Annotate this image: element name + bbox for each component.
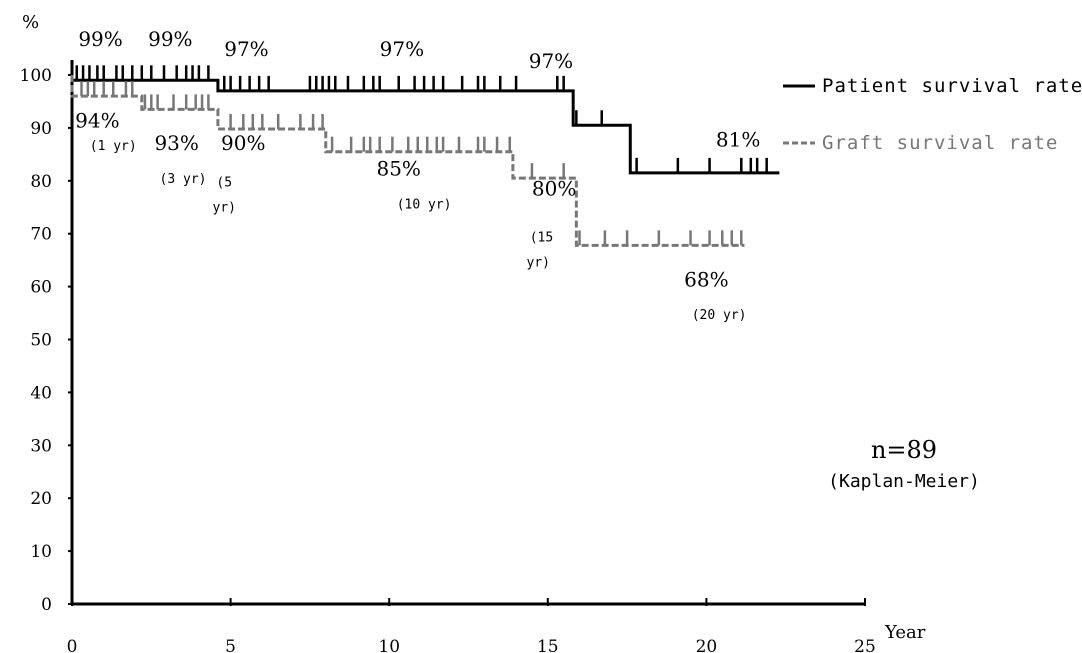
- x-tick-label: 5: [225, 637, 236, 653]
- legend-graft-label: Graft survival rate: [822, 132, 1058, 154]
- annotation-label: yr): [527, 255, 550, 270]
- x-tick-label: 10: [378, 637, 400, 653]
- annotation-label: (1 yr): [90, 139, 137, 154]
- annotation-label: 93%: [154, 131, 198, 155]
- annotation-label: 97%: [529, 49, 573, 73]
- annotation-label: 99%: [78, 27, 122, 51]
- n-label: n=89: [871, 436, 937, 464]
- annotation-label: 80%: [532, 177, 576, 201]
- x-tick-label: 15: [537, 637, 559, 653]
- y-tick-label: 60: [30, 278, 52, 298]
- y-tick-label: 20: [30, 489, 52, 509]
- y-unit-label: %: [22, 12, 39, 33]
- annotation-label: (5: [216, 176, 232, 191]
- annotation-label: (10 yr): [397, 197, 452, 212]
- axes: [70, 60, 865, 606]
- x-axis-label: Year: [884, 622, 926, 643]
- y-tick-labels: 0 10 20 30 40 50 60 70 80 90 100: [20, 66, 72, 615]
- x-tick-label: 25: [854, 637, 876, 653]
- annotation-label: 68%: [684, 268, 728, 292]
- method-label: (Kaplan-Meier): [828, 471, 980, 492]
- series-graft: [70, 75, 745, 247]
- legend: Patient survival rate Graft survival rat…: [783, 75, 1082, 154]
- y-tick-label: 70: [30, 225, 52, 245]
- annotation-label: (3 yr): [160, 172, 207, 187]
- annotation-label: 97%: [224, 37, 268, 61]
- annotation-label: 90%: [221, 131, 265, 155]
- y-tick-label: 80: [30, 172, 52, 192]
- annotation-label: 94%: [75, 108, 119, 132]
- series-line: [70, 75, 780, 175]
- annotation-label: 81%: [716, 127, 760, 151]
- x-tick-label: 0: [67, 637, 78, 653]
- annotation-label: 99%: [148, 27, 192, 51]
- y-tick-label: 100: [20, 66, 52, 86]
- legend-patient-label: Patient survival rate: [822, 75, 1082, 97]
- annotations: 99% 99% 97% 97% 97% 81% 94% (1 yr) 93% (3 yr) 90% (…: [75, 27, 760, 323]
- series-line: [70, 75, 745, 247]
- y-tick-label: 90: [30, 119, 52, 139]
- x-tick-labels: 0 5 10 15 20 25: [67, 598, 876, 653]
- x-tick-label: 20: [696, 637, 718, 653]
- y-tick-label: 50: [30, 331, 52, 351]
- y-tick-label: 0: [41, 595, 52, 615]
- annotation-label: (15: [530, 231, 553, 246]
- y-tick-label: 10: [30, 542, 52, 562]
- series-patient: [70, 65, 780, 175]
- annotation-label: 85%: [376, 157, 420, 181]
- series: [70, 65, 780, 247]
- y-tick-label: 40: [30, 383, 52, 403]
- annotation-label: 97%: [380, 37, 424, 61]
- annotation-label: (20 yr): [692, 308, 747, 323]
- y-tick-label: 30: [30, 436, 52, 456]
- annotation-label: yr): [213, 200, 236, 215]
